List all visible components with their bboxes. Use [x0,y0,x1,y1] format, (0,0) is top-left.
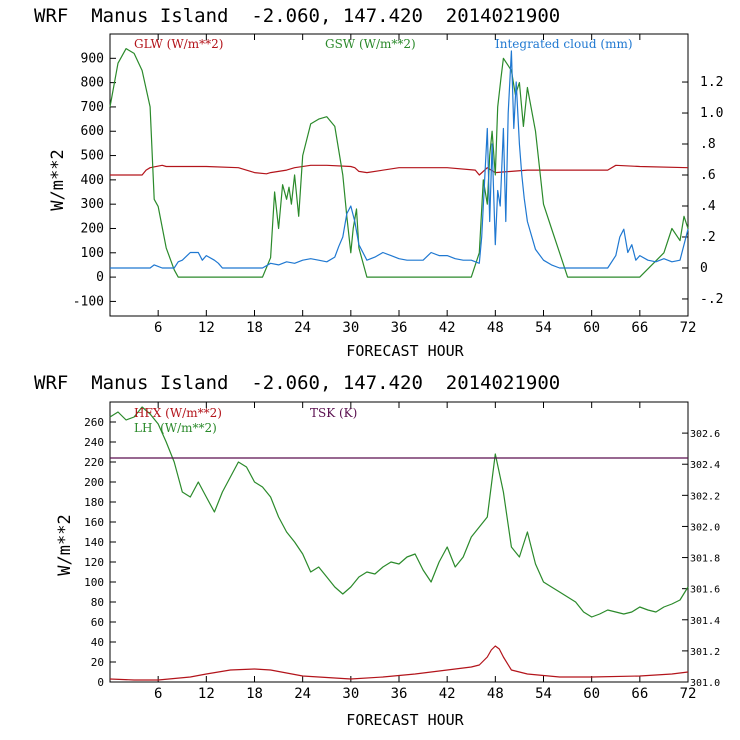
chart-2-y2-tick-label: 301.6 [690,585,720,596]
chart-2-legend-lh: LH (W/m**2) [134,421,217,435]
chart-2-y-tick-label: 80 [91,596,104,609]
chart-1-y2-tick-label: 1.2 [700,75,723,90]
chart-2-x-tick-label: 42 [439,686,456,702]
chart-1-x-tick-label: 18 [246,320,263,336]
chart-2-x-tick-label: 66 [631,686,648,702]
chart-1-y-tick-label: 600 [81,124,104,139]
chart-1-y-tick-label: -100 [73,294,104,309]
chart-1-x-tick-label: 24 [294,320,311,336]
chart-1-y-axis: -100 0 100 200 300 400 500 600 700 800 900 [73,51,116,309]
chart-2-y2-axis: 301.0 301.2 301.4 301.6 301.8 302.0 302.2 302.4… [682,429,720,689]
chart-2-y-tick-label: 260 [84,416,104,429]
chart-1-y-tick-label: 200 [81,221,104,236]
chart-1-series-line-1 [110,164,689,176]
chart-2-ylabel: W/m**2 [55,514,75,575]
chart-1-x-tick-label: 72 [680,320,697,336]
chart-1-series-line-2 [109,47,689,278]
chart-1-y2-tick-label: 0 [700,261,708,276]
chart-2-series [109,406,689,681]
chart-2-y-tick-label: 120 [84,556,104,569]
chart-2-y-tick-label: 160 [84,516,104,529]
chart-1-x-tick-label: 30 [342,320,359,336]
chart-2-x-tick-label: 6 [154,686,162,702]
chart-2-title: WRF Manus Island -2.060, 147.420 2014021… [34,372,560,394]
chart-2-x-tick-label: 60 [583,686,600,702]
chart-1-y-tick-label: 900 [81,51,104,66]
chart-1: WRF Manus Island -2.060, 147.420 2014021… [34,5,723,360]
chart-1-y2-tick-label: .6 [700,168,716,183]
chart-1-ylabel: W/m**2 [48,149,68,210]
chart-2-y-axis: 0 20 40 60 80 100 120 140 160 180 200 220 240 260 [84,416,116,689]
chart-2-y-tick-label: 100 [84,576,104,589]
chart-1-y2-tick-label: -.2 [700,292,723,307]
chart-1-series [109,47,689,278]
chart-1-x-tick-label: 66 [631,320,648,336]
chart-2-y-tick-label: 140 [84,536,104,549]
chart-2-y2-tick-label: 302.6 [690,429,720,440]
chart-2-y2-tick-label: 301.0 [690,678,720,689]
chart-1-legend-gsw: GSW (W/m**2) [325,37,416,51]
chart-2-y-tick-label: 20 [91,656,104,669]
chart-2-xlabel: FORECAST HOUR [346,711,464,729]
chart-1-y-tick-label: 100 [81,246,104,261]
chart-1-y2-tick-label: 1.0 [700,106,723,121]
chart-1-y-tick-label: 0 [96,270,104,285]
chart-2-y-tick-label: 180 [84,496,104,509]
chart-1-y-tick-label: 700 [81,100,104,115]
chart-2-y-tick-label: 60 [91,616,104,629]
chart-1-y-tick-label: 300 [81,197,104,212]
chart-1-y2-axis: -.2 0 .2 .4 .6 .8 1.0 1.2 [682,75,723,307]
chart-1-legend-glw: GLW (W/m**2) [134,37,223,51]
chart-1-series-line-3 [110,50,689,269]
chart-1-xlabel: FORECAST HOUR [346,342,464,360]
chart-1-y-tick-label: 800 [81,76,104,91]
chart-1-y2-tick-label: .8 [700,137,716,152]
chart-2-series-line-1 [109,645,689,681]
chart-2-x-tick-label: 48 [487,686,504,702]
chart-1-x-axis: 6 12 18 24 30 36 42 48 54 60 66 72 [154,34,696,336]
chart-2-y-tick-label: 220 [84,456,104,469]
chart-1-x-tick-label: 6 [154,320,162,336]
chart-2-y2-tick-label: 301.4 [690,616,720,627]
chart-2-x-tick-label: 72 [680,686,697,702]
chart-2-y2-tick-label: 301.2 [690,647,720,658]
chart-2-y2-tick-label: 302.4 [690,460,720,471]
chart-1-y-tick-label: 500 [81,149,104,164]
chart-2-x-tick-label: 30 [342,686,359,702]
chart-2-x-tick-label: 12 [198,686,215,702]
chart-2-series-line-2 [109,406,689,618]
chart-2-legend-hfx: HFX (W/m**2) [134,406,222,420]
chart-2-legend-tsk: TSK (K) [310,406,357,420]
chart-1-y2-tick-label: .2 [700,230,716,245]
chart-1-x-tick-label: 36 [391,320,408,336]
chart-1-x-tick-label: 12 [198,320,215,336]
chart-2-x-tick-label: 36 [391,686,408,702]
chart-2-y-tick-label: 200 [84,476,104,489]
chart-1-x-tick-label: 54 [535,320,552,336]
chart-1-x-tick-label: 42 [439,320,456,336]
chart-2-x-tick-label: 54 [535,686,552,702]
chart-2-x-axis: 6 12 18 24 30 36 42 48 54 60 66 72 [154,402,696,702]
chart-2-y-tick-label: 0 [97,676,104,689]
chart-2-y2-tick-label: 302.2 [690,491,720,502]
chart-2-x-tick-label: 24 [294,686,311,702]
chart-1-title: WRF Manus Island -2.060, 147.420 2014021… [34,5,560,27]
chart-2-y2-tick-label: 301.8 [690,554,720,565]
chart-2-y-tick-label: 240 [84,436,104,449]
chart-1-y-tick-label: 400 [81,173,104,188]
chart-1-y2-tick-label: .4 [700,199,716,214]
chart-1-x-tick-label: 48 [487,320,504,336]
chart-1-x-tick-label: 60 [583,320,600,336]
chart-2-x-tick-label: 18 [246,686,263,702]
chart-2: WRF Manus Island -2.060, 147.420 2014021… [34,372,720,729]
chart-2-y2-tick-label: 302.0 [690,522,720,533]
chart-1-legend-cloud: Integrated cloud (mm) [495,37,633,51]
chart-2-y-tick-label: 40 [91,636,104,649]
